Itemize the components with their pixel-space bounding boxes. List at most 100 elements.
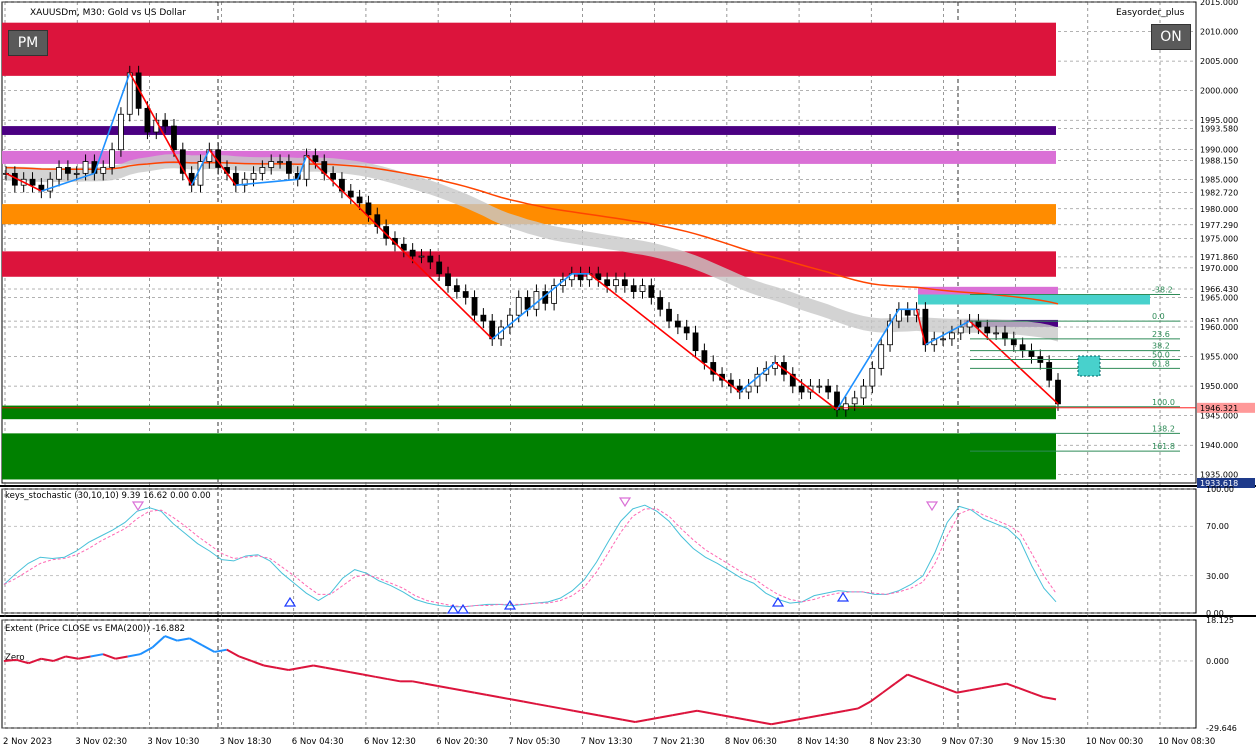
candle <box>993 332 1000 335</box>
expert-name: Easyorder_plus <box>1116 8 1185 18</box>
extent-line-segment <box>115 655 128 660</box>
pane-frame <box>1 488 1197 614</box>
extent-line-segment <box>127 653 141 658</box>
y-tick-label: 2000.000 <box>1200 87 1238 96</box>
extent-line-segment <box>498 696 512 701</box>
y-tick-label: 100.00 <box>1206 485 1234 494</box>
candle <box>135 72 142 109</box>
extent-line-segment <box>461 689 475 694</box>
zone-violet-small <box>918 286 1058 295</box>
candle <box>56 167 62 180</box>
zone-red-mid <box>2 251 1056 277</box>
y-tick-label: 1950.000 <box>1200 382 1238 391</box>
extent-line-segment <box>164 635 178 642</box>
y-tick-bg <box>1198 203 1254 214</box>
extent-line-segment <box>375 675 388 681</box>
extent-line-segment <box>597 714 611 719</box>
y-tick-label: 1985.000 <box>1200 175 1238 184</box>
candle <box>613 279 619 287</box>
y-tick-label: 1977.290 <box>1200 221 1238 230</box>
y-tick-label: 1940.000 <box>1200 441 1238 450</box>
buy-arrow-icon <box>836 591 850 602</box>
extent-line-segment <box>511 698 524 703</box>
zigzag-segment <box>969 320 1059 405</box>
candle <box>277 161 283 163</box>
candle <box>144 107 151 133</box>
low-price-label: 1933.618 <box>1200 479 1238 488</box>
candle <box>1046 362 1053 381</box>
candle <box>162 119 169 127</box>
candle <box>347 190 354 198</box>
buy-arrow-icon <box>456 603 470 614</box>
y-tick-bg <box>1198 144 1254 155</box>
x-tick-label: 3 Nov 02:30 <box>75 737 127 747</box>
extent-line-segment <box>201 644 215 653</box>
candle <box>869 367 876 387</box>
y-tick-bg <box>1198 251 1254 262</box>
candle <box>312 155 319 162</box>
y-tick-label: 1990.000 <box>1200 146 1238 155</box>
extent-line-segment <box>288 666 302 672</box>
y-tick-label: 1935.000 <box>1200 471 1238 480</box>
candle <box>949 332 955 340</box>
candle <box>577 273 584 281</box>
y-tick-bg <box>1198 292 1254 303</box>
zone-indigo <box>2 126 1056 135</box>
y-tick-label: 18.125 <box>1206 616 1234 625</box>
y-tick-label: 1975.000 <box>1200 234 1238 243</box>
candle <box>453 285 460 292</box>
candle <box>47 178 54 192</box>
candle <box>506 314 513 328</box>
candle <box>621 279 628 287</box>
zero-label: Zero <box>5 653 25 663</box>
y-tick-label: 1988.150 <box>1200 157 1238 166</box>
fib-level-label: 138.2 <box>1152 424 1175 433</box>
candle <box>842 403 849 411</box>
extent-line-segment <box>486 693 500 699</box>
y-tick-label: 1993.580 <box>1200 125 1238 134</box>
buy-arrow-icon <box>503 599 517 610</box>
extent-line-segment <box>696 709 710 714</box>
candle <box>515 297 522 316</box>
candle <box>356 196 363 204</box>
candle <box>648 285 655 298</box>
extent-line-segment <box>263 664 277 669</box>
candle <box>825 385 832 393</box>
extent-line-segment <box>907 673 921 681</box>
candle <box>427 255 434 263</box>
extent-line-segment <box>276 666 289 672</box>
zigzag-segment <box>41 172 95 192</box>
y-tick-label: 1955.000 <box>1200 353 1238 362</box>
candle <box>595 273 602 281</box>
buy-arrow-icon <box>446 603 460 614</box>
candle <box>701 350 708 363</box>
extent-line-segment <box>325 666 339 672</box>
zigzag-segment <box>925 320 970 346</box>
extent-line-segment <box>1030 691 1044 699</box>
extent-line-segment <box>795 716 809 721</box>
candle <box>674 320 681 328</box>
extent-line-segment <box>1043 696 1057 701</box>
buy-arrow-icon <box>283 596 297 607</box>
extent-line-segment <box>412 680 425 685</box>
x-tick-label: 6 Nov 04:30 <box>292 737 344 747</box>
y-tick-bg <box>1198 233 1254 244</box>
y-tick-label: 1971.860 <box>1200 253 1238 262</box>
on-button[interactable]: ON <box>1151 24 1191 50</box>
current-price-label: 1946.321 <box>1200 404 1238 413</box>
x-tick-label: 9 Nov 07:30 <box>941 737 993 747</box>
y-tick-label: 30.00 <box>1206 572 1229 581</box>
y-tick-bg <box>1198 26 1254 37</box>
extent-line-segment <box>783 718 797 724</box>
pm-button[interactable]: PM <box>8 30 48 56</box>
fib-level-label: 100.0 <box>1152 398 1175 407</box>
candle <box>904 308 911 316</box>
extent-line-segment <box>647 716 661 721</box>
extent-line-segment <box>684 709 698 714</box>
y-tick-bg <box>1198 469 1254 480</box>
zigzag-segment <box>208 149 237 186</box>
candle <box>436 261 443 275</box>
fib-level-label: 38.2 <box>1152 342 1170 351</box>
extent-line-segment <box>214 648 227 653</box>
